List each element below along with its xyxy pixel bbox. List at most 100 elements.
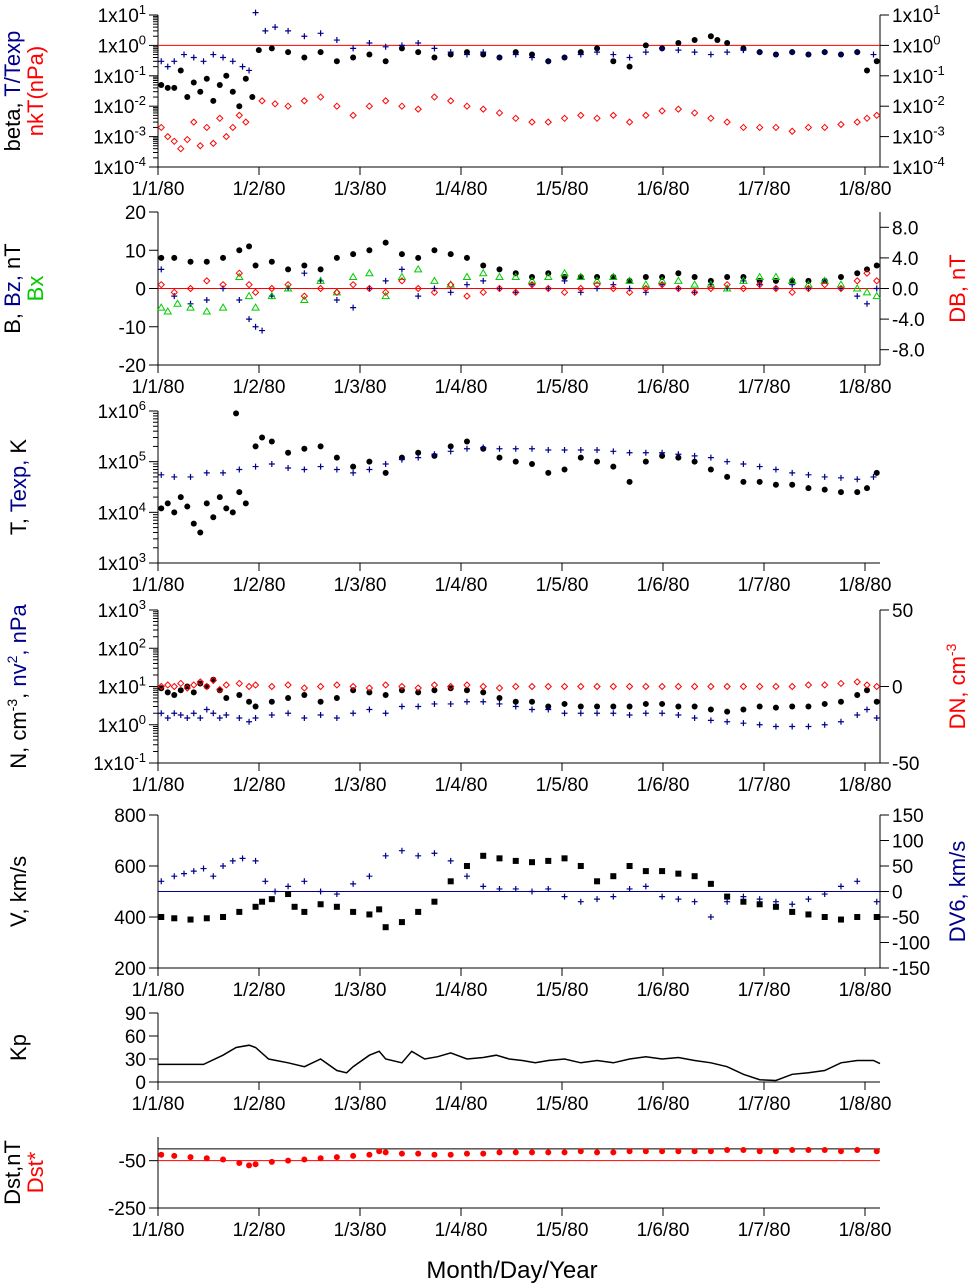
data-point — [158, 914, 165, 920]
data-point — [691, 289, 698, 296]
y-right-tick-label: -50 — [892, 908, 919, 929]
data-point — [740, 47, 747, 54]
y-tick-label: 1x103 — [98, 597, 146, 622]
data-point — [333, 891, 340, 898]
data-point — [821, 280, 829, 289]
data-point — [675, 39, 682, 46]
x-tick-label: 1/8/80 — [839, 575, 892, 596]
data-point — [863, 706, 870, 713]
data-point — [707, 706, 714, 713]
data-point — [157, 682, 165, 691]
data-point — [431, 54, 438, 61]
data-point — [545, 285, 552, 292]
data-point — [593, 682, 601, 691]
data-point — [561, 277, 568, 284]
data-point — [242, 500, 249, 507]
x-tick-label: 1/1/80 — [132, 980, 185, 1001]
data-point — [366, 458, 373, 465]
data-point — [496, 454, 503, 461]
data-point — [285, 449, 292, 456]
x-tick-label: 1/1/80 — [132, 377, 185, 398]
data-point — [863, 67, 870, 74]
data-point — [202, 306, 212, 315]
data-point — [446, 682, 455, 691]
x-tick-label: 1/8/80 — [839, 1220, 892, 1241]
data-point — [446, 280, 455, 289]
data-point — [229, 509, 236, 516]
data-point — [544, 118, 552, 126]
data-point — [837, 1148, 844, 1155]
y-axis-label-2: Bx — [23, 276, 48, 302]
data-point — [381, 288, 390, 297]
data-point — [610, 873, 617, 880]
data-point — [626, 863, 633, 869]
panel-temperature: 1/1/80 1/2/80 1/3/80 1/4/80 1/5/80 1/6/80 1/7/… — [6, 398, 891, 596]
data-point — [560, 114, 569, 123]
data-point — [203, 1155, 210, 1162]
data-point — [246, 67, 253, 74]
data-point — [723, 682, 731, 691]
data-point — [235, 269, 244, 277]
data-point — [756, 901, 763, 908]
data-point — [873, 469, 880, 476]
data-point — [186, 284, 195, 293]
x-tick-label: 1/6/80 — [637, 575, 690, 596]
data-point — [642, 710, 649, 717]
data-point — [609, 111, 618, 120]
data-point — [268, 45, 275, 52]
data-point — [300, 684, 309, 692]
data-point — [415, 703, 422, 710]
data-point — [333, 102, 341, 110]
y-tick-label: 600 — [114, 857, 146, 878]
data-point — [220, 863, 227, 869]
data-point — [285, 883, 292, 890]
data-point — [561, 54, 568, 61]
y-axis-label: Kp — [6, 1034, 31, 1061]
data-point — [821, 914, 828, 920]
data-point — [577, 289, 584, 296]
data-point — [560, 288, 569, 297]
data-point — [772, 1148, 779, 1155]
data-point — [756, 721, 763, 728]
y-axis-label: T, Texp, K — [6, 439, 31, 536]
data-point — [873, 698, 880, 705]
x-tick-label: 1/6/80 — [637, 980, 690, 1001]
data-point — [246, 243, 253, 250]
x-tick-label: 1/2/80 — [233, 775, 286, 796]
y-right-tick-label: 1x101 — [892, 2, 940, 27]
data-point — [873, 1148, 880, 1155]
data-point — [259, 898, 266, 905]
data-point — [740, 720, 747, 727]
data-point — [820, 276, 830, 284]
data-point — [301, 1156, 308, 1163]
data-point — [381, 291, 391, 300]
data-point — [171, 710, 178, 717]
data-point — [837, 718, 844, 725]
data-point — [170, 137, 178, 146]
data-point — [236, 247, 243, 254]
data-point — [854, 270, 861, 277]
data-point — [158, 710, 165, 717]
data-point — [610, 51, 617, 58]
data-point — [203, 682, 211, 691]
y-axis-label: B, Bz, nT — [0, 243, 25, 334]
data-point — [203, 683, 210, 690]
data-point — [873, 111, 881, 120]
data-point — [873, 914, 880, 920]
data-point — [594, 458, 601, 465]
y-tick-label: 1x106 — [98, 398, 146, 423]
data-point — [350, 463, 357, 470]
data-point — [480, 883, 487, 890]
data-point — [512, 885, 519, 892]
data-point — [821, 681, 829, 689]
data-point — [158, 1151, 165, 1158]
data-point — [317, 30, 324, 37]
data-point — [164, 84, 171, 91]
data-point — [756, 281, 763, 288]
data-point — [626, 711, 633, 718]
data-point — [512, 682, 520, 691]
x-tick-label: 1/6/80 — [637, 377, 690, 398]
data-point — [789, 1147, 796, 1154]
data-point — [413, 264, 423, 273]
data-point — [222, 681, 231, 689]
